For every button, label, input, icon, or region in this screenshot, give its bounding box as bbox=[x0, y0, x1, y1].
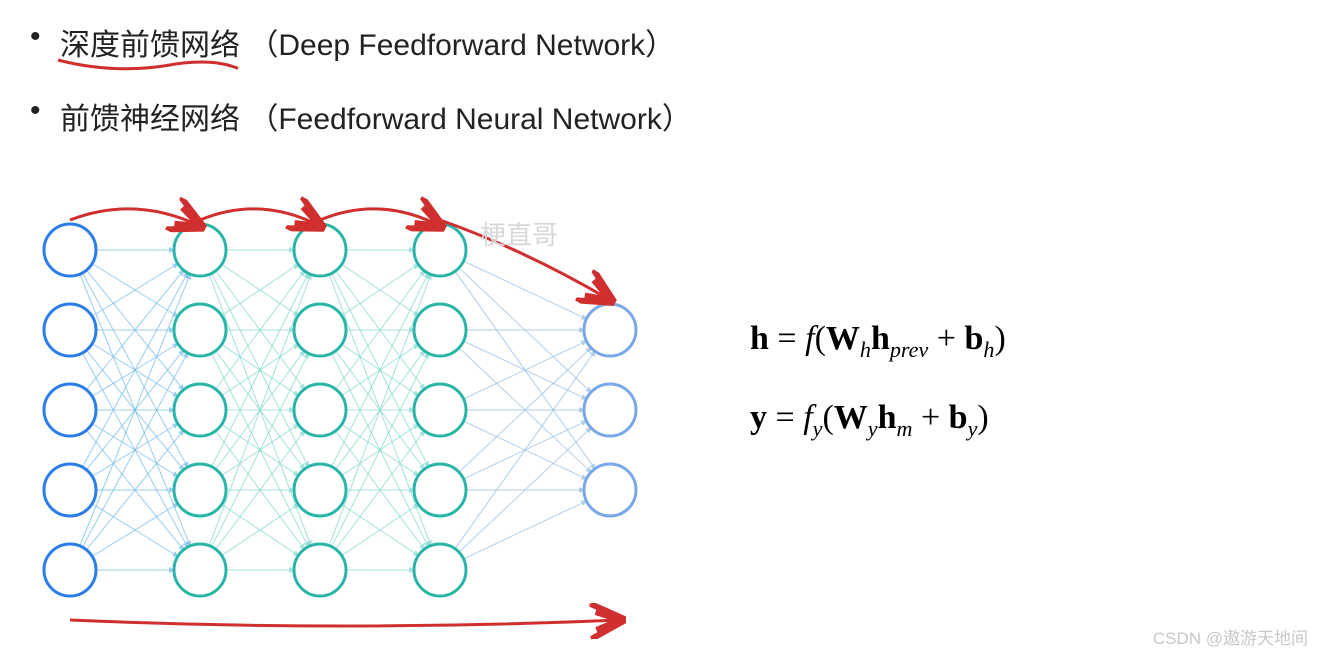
output-node bbox=[584, 464, 636, 516]
hidden-node bbox=[174, 544, 226, 596]
bullet-2-zh: 前馈神经网络 bbox=[60, 103, 240, 136]
input-node bbox=[44, 464, 96, 516]
equations-block: h = f(Whhprev + bh) y = fy(Wyhm + by) bbox=[750, 320, 1290, 478]
bullet-2-paren: （Feedforward Neural Network） bbox=[248, 103, 691, 136]
flow-arrow-annotation bbox=[200, 209, 320, 226]
output-node bbox=[584, 304, 636, 356]
bullet-2-en: Feedforward Neural Network bbox=[278, 103, 661, 136]
network-diagram bbox=[10, 190, 690, 640]
network-edge bbox=[455, 351, 595, 549]
hidden-node bbox=[174, 384, 226, 436]
flow-arrow-annotation bbox=[70, 209, 200, 226]
hidden-node bbox=[294, 384, 346, 436]
hidden-node bbox=[414, 464, 466, 516]
watermark-csdn: CSDN @遨游天地间 bbox=[1153, 624, 1308, 649]
input-node bbox=[44, 304, 96, 356]
hidden-node bbox=[174, 224, 226, 276]
hidden-node bbox=[294, 544, 346, 596]
input-node bbox=[44, 544, 96, 596]
equation-hidden-layer: h = f(Whhprev + bh) bbox=[750, 320, 1290, 363]
hidden-node bbox=[174, 304, 226, 356]
watermark-author: 梗直哥 bbox=[480, 215, 558, 252]
hidden-node bbox=[414, 544, 466, 596]
hidden-node bbox=[294, 464, 346, 516]
output-node bbox=[584, 384, 636, 436]
input-node bbox=[44, 224, 96, 276]
hidden-node bbox=[414, 304, 466, 356]
hidden-node bbox=[294, 304, 346, 356]
input-node bbox=[44, 384, 96, 436]
bottom-flow-arrow-annotation bbox=[70, 620, 620, 626]
hidden-node bbox=[414, 224, 466, 276]
equation-output-layer: y = fy(Wyhm + by) bbox=[750, 399, 1290, 442]
hidden-node bbox=[294, 224, 346, 276]
bullet-item-2: 前馈神经网络 （Feedforward Neural Network） bbox=[60, 94, 1278, 138]
underline-annotation bbox=[0, 0, 400, 100]
flow-arrow-annotation bbox=[320, 209, 440, 226]
hidden-node bbox=[174, 464, 226, 516]
hidden-node bbox=[414, 384, 466, 436]
